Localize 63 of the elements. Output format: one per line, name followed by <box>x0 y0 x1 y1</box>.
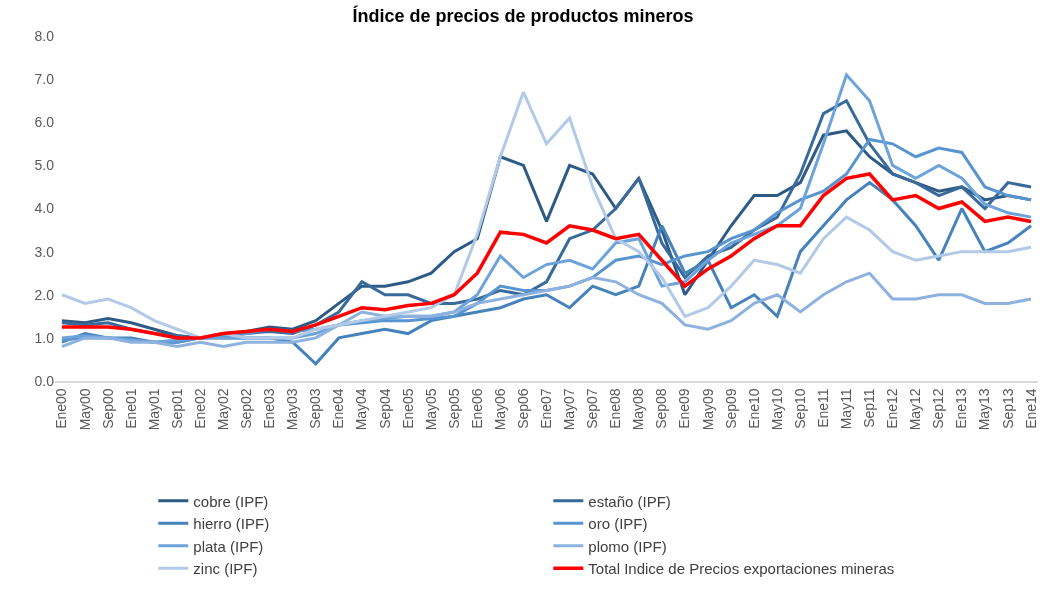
x-tick-label: Ene10 <box>745 388 762 429</box>
x-tick-label: Sep05 <box>445 388 462 429</box>
x-tick-label: May05 <box>422 388 439 431</box>
line-series <box>60 271 1033 348</box>
x-tick-label: May04 <box>353 388 370 431</box>
x-tick-label: Ene00 <box>53 388 70 429</box>
legend-label: Total Indice de Precios exportaciones mineras <box>588 560 895 578</box>
legend-label: hierro (IPF) <box>193 515 270 533</box>
x-tick-label: Ene07 <box>538 388 555 429</box>
x-tick-label: May03 <box>284 388 301 431</box>
x-tick-label: Sep13 <box>999 388 1016 429</box>
y-tick-label: 4.0 <box>34 200 55 217</box>
x-tick-label: Sep06 <box>514 388 531 429</box>
x-tick-label: Ene05 <box>399 388 416 429</box>
x-tick-label: Sep10 <box>791 388 808 429</box>
x-tick-label: May02 <box>215 388 231 431</box>
x-tick-label: Sep04 <box>376 388 393 429</box>
y-tick-label: 0.0 <box>34 372 55 389</box>
x-tick-label: Sep01 <box>168 388 185 429</box>
x-tick-label: Ene08 <box>607 388 624 429</box>
x-tick-label: Sep02 <box>238 388 255 429</box>
legend-label: zinc (IPF) <box>193 560 258 578</box>
x-tick-label: Sep03 <box>307 388 324 429</box>
x-tick-label: Ene06 <box>468 388 485 429</box>
y-tick-label: 8.0 <box>34 27 55 44</box>
x-tick-label: Sep09 <box>722 388 739 429</box>
y-tick-label: 5.0 <box>34 157 55 174</box>
x-tick-label: May08 <box>630 388 647 431</box>
y-tick-label: 3.0 <box>34 243 55 260</box>
legend-label: oro (IPF) <box>588 515 648 533</box>
x-tick-label: May10 <box>768 388 785 431</box>
y-tick-label: 7.0 <box>34 71 55 88</box>
legend-label: plata (IPF) <box>193 537 264 555</box>
x-tick-label: Sep11 <box>861 388 878 428</box>
y-tick-label: 1.0 <box>34 329 55 346</box>
x-tick-label: Ene14 <box>1022 388 1039 429</box>
x-tick-label: Ene11 <box>814 388 831 428</box>
x-tick-label: Ene01 <box>122 388 139 429</box>
chart-title: Índice de precios de productos mineros <box>352 4 694 26</box>
x-tick-label: Ene04 <box>330 388 347 429</box>
x-tick-label: May11 <box>838 388 855 430</box>
legend-label: estaño (IPF) <box>588 492 671 510</box>
legend-label: plomo (IPF) <box>588 537 667 555</box>
x-tick-label: May13 <box>976 388 993 431</box>
x-tick-label: May00 <box>76 388 93 431</box>
legend-label: cobre (IPF) <box>193 492 269 510</box>
x-tick-label: Ene09 <box>676 388 693 429</box>
x-tick-label: Sep12 <box>930 388 947 429</box>
x-tick-label: Ene13 <box>953 388 970 429</box>
x-tick-label: May12 <box>907 388 924 431</box>
line-series <box>60 172 1033 340</box>
x-tick-label: May06 <box>491 388 508 431</box>
x-tick-label: May07 <box>561 388 578 431</box>
x-tick-label: Sep08 <box>653 388 670 429</box>
x-tick-label: Ene02 <box>191 388 208 429</box>
x-tick-label: Ene12 <box>884 388 901 429</box>
x-tick-label: Ene03 <box>261 388 278 429</box>
y-tick-label: 2.0 <box>34 286 55 303</box>
x-tick-label: May09 <box>699 388 716 431</box>
x-tick-label: May01 <box>145 388 162 431</box>
x-tick-label: Sep07 <box>584 388 601 429</box>
y-tick-label: 6.0 <box>34 114 55 131</box>
x-tick-label: Sep00 <box>99 388 116 429</box>
